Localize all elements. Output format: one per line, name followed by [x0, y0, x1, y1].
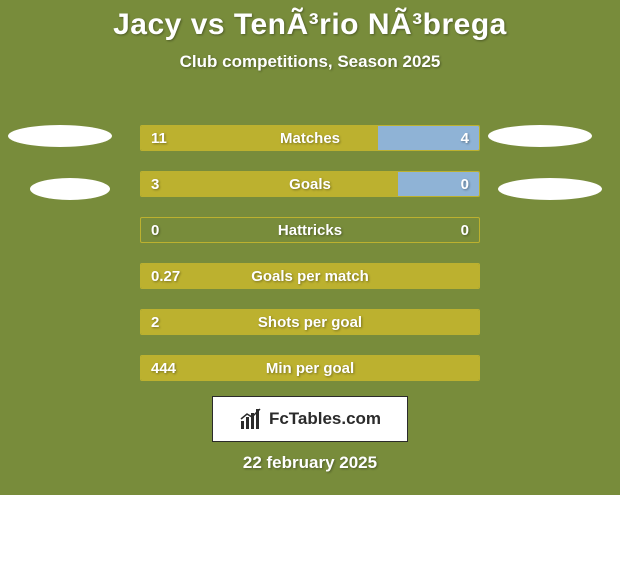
- stat-row: 11Matches4: [140, 125, 480, 151]
- value-right: 4: [461, 126, 469, 150]
- row-label: Min per goal: [141, 356, 479, 380]
- stat-row: 2Shots per goal: [140, 309, 480, 335]
- decorative-oval: [8, 125, 112, 147]
- value-right: 0: [461, 172, 469, 196]
- stat-row: 3Goals0: [140, 171, 480, 197]
- chart-icon: [239, 407, 263, 431]
- stat-row: 0.27Goals per match: [140, 263, 480, 289]
- comparison-card: Jacy vs TenÃ³rio NÃ³brega Club competiti…: [0, 0, 620, 495]
- stat-row: 0Hattricks0: [140, 217, 480, 243]
- date-label: 22 february 2025: [0, 453, 620, 473]
- row-label: Shots per goal: [141, 310, 479, 334]
- stat-row: 444Min per goal: [140, 355, 480, 381]
- page-title: Jacy vs TenÃ³rio NÃ³brega: [0, 8, 620, 42]
- row-label: Goals per match: [141, 264, 479, 288]
- row-label: Hattricks: [141, 218, 479, 242]
- subtitle: Club competitions, Season 2025: [0, 52, 620, 72]
- row-label: Goals: [141, 172, 479, 196]
- decorative-oval: [30, 178, 110, 200]
- watermark-text: FcTables.com: [269, 409, 381, 429]
- stats-rows: 11Matches43Goals00Hattricks00.27Goals pe…: [140, 125, 480, 401]
- decorative-oval: [488, 125, 592, 147]
- watermark: FcTables.com: [212, 396, 408, 442]
- decorative-oval: [498, 178, 602, 200]
- value-right: 0: [461, 218, 469, 242]
- row-label: Matches: [141, 126, 479, 150]
